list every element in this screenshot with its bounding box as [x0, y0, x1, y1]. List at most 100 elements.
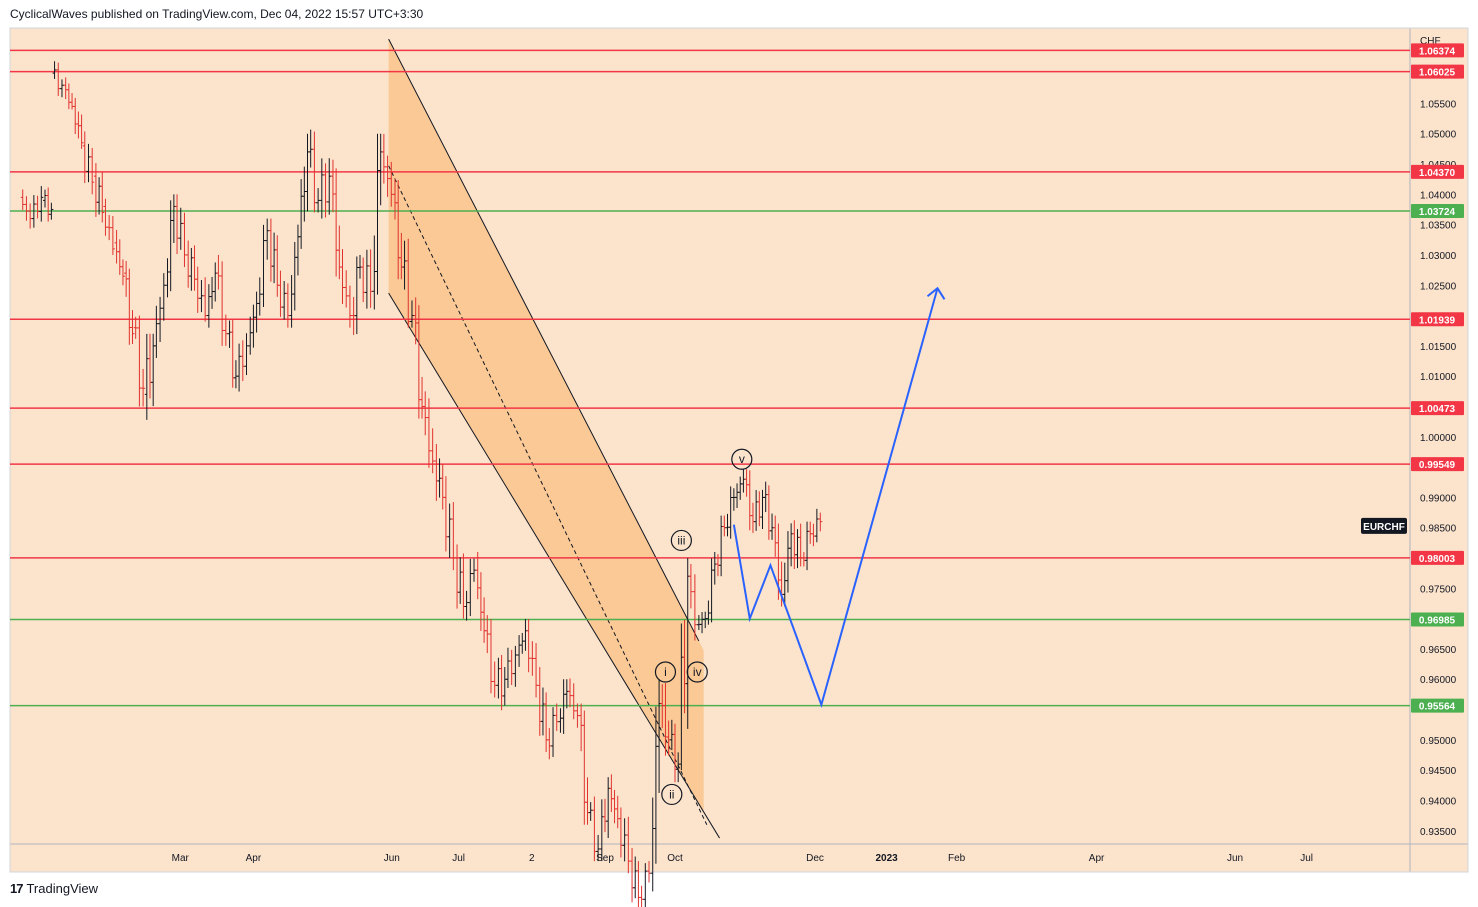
channel-mid-line [388, 165, 708, 825]
price-tick-label: 0.94000 [1420, 796, 1457, 807]
ohlc-bar [59, 79, 64, 98]
ohlc-bar [643, 863, 648, 907]
ohlc-bar [568, 678, 572, 708]
level-badge [1411, 43, 1464, 58]
ohlc-bar [485, 615, 490, 654]
footer-brand-label: TradingView [26, 881, 99, 896]
ohlc-bar [344, 270, 349, 308]
channel-upper-line [388, 38, 700, 642]
ohlc-bar [316, 188, 321, 213]
price-axis-ticks: 1.055001.050001.045001.040001.035001.030… [1420, 99, 1457, 837]
ohlc-bar [340, 249, 345, 304]
ohlc-bar [472, 558, 477, 582]
ohlc-bar [261, 224, 266, 308]
footer-brand[interactable]: 17 TradingView [10, 881, 98, 896]
level-badge [1411, 64, 1464, 79]
ohlc-bar [430, 428, 435, 474]
ohlc-bar [49, 202, 54, 220]
level-badge [1411, 204, 1464, 219]
wave-circle [731, 448, 753, 470]
ohlc-bar [443, 476, 448, 552]
ohlc-bar [622, 818, 627, 862]
ohlc-bar [35, 195, 40, 219]
level-badge-label: 1.03724 [1419, 207, 1456, 218]
ohlc-bar [220, 261, 225, 346]
ohlc-bar [547, 728, 552, 760]
ohlc-bar [513, 645, 518, 687]
level-price-badges: 1.06374 1.06025 1.04370 1.03724 1.01939 1.004… [1361, 43, 1464, 713]
descending-channel[interactable] [388, 38, 720, 839]
time-tick-label: Apr [1089, 853, 1105, 864]
level-badge-label: 1.06374 [1419, 46, 1456, 57]
level-badge-label: 1.06025 [1419, 68, 1456, 79]
ohlc-bar [308, 129, 313, 168]
projection-line [732, 288, 939, 708]
ohlc-bar [592, 796, 597, 862]
ohlc-bar [244, 333, 249, 376]
price-tick-label: 1.04000 [1420, 190, 1457, 201]
symbol-tag [1361, 517, 1407, 534]
ohlc-bar [39, 186, 44, 222]
level-badge [1411, 312, 1464, 327]
time-tick-label: Jul [452, 853, 465, 864]
ohlc-bar [639, 885, 644, 907]
price-tick-label: 1.05000 [1420, 130, 1457, 141]
ohlc-bar [158, 296, 163, 342]
ohlc-bar [389, 161, 394, 207]
channel-fill [388, 39, 704, 812]
level-badge [1411, 457, 1464, 472]
ohlc-bar [596, 834, 601, 862]
ohlc-bar [223, 314, 228, 346]
price-tick-label: 0.96500 [1420, 645, 1457, 656]
wave-label: ii [669, 787, 674, 801]
ohlc-bar [86, 143, 91, 183]
level-badge-label: 1.01939 [1419, 315, 1456, 326]
projection-path[interactable] [732, 286, 946, 708]
wave-circle [670, 529, 692, 552]
price-tick-label: 0.93500 [1420, 827, 1457, 838]
chart-frame [9, 27, 1469, 873]
horizontal-levels[interactable] [10, 49, 1410, 707]
ohlc-bar [285, 283, 290, 328]
wave-label: iii [677, 533, 685, 547]
ohlc-bar [237, 343, 242, 392]
time-tick-label: 2023 [875, 853, 898, 864]
ohlc-bar [282, 281, 287, 320]
wave-label: v [739, 452, 745, 466]
time-tick-label: Apr [246, 853, 262, 864]
ohlc-bar [100, 172, 105, 223]
ohlc-bar [423, 391, 428, 436]
ohlc-bar [426, 398, 431, 468]
ohlc-bar [618, 807, 623, 858]
ohlc-bar [130, 310, 135, 345]
wave-circle [654, 661, 677, 683]
ohlc-bar [178, 207, 183, 250]
ohlc-bar [571, 683, 576, 720]
price-tick-label: 1.01000 [1420, 372, 1457, 383]
ohlc-bar [347, 285, 352, 328]
ohlc-bar [203, 277, 208, 322]
ohlc-bar [90, 147, 95, 195]
ohlc-bar [505, 647, 510, 689]
time-tick-label: Jun [1227, 853, 1243, 864]
ohlc-bar [492, 661, 497, 698]
ohlc-bar [361, 257, 366, 303]
ohlc-bar [818, 512, 823, 532]
level-badge-label: 1.00473 [1419, 404, 1456, 415]
ohlc-bar [626, 816, 631, 874]
time-tick-label: Oct [667, 853, 683, 864]
ohlc-bar [319, 158, 324, 219]
price-tick-label: 1.00000 [1420, 433, 1457, 444]
ohlc-bar [692, 574, 697, 641]
ohlc-bar [402, 240, 407, 290]
ohlc-bar [551, 707, 556, 757]
symbol-tag-label: EURCHF [1363, 522, 1405, 533]
time-tick-label: Feb [948, 853, 966, 864]
level-badge-label: 1.04370 [1419, 168, 1456, 179]
ohlc-bar [488, 619, 493, 694]
chart-background [10, 28, 1410, 844]
ohlc-bar [31, 195, 36, 228]
price-tick-label: 1.03500 [1420, 221, 1457, 232]
wave-label: i [664, 665, 667, 679]
